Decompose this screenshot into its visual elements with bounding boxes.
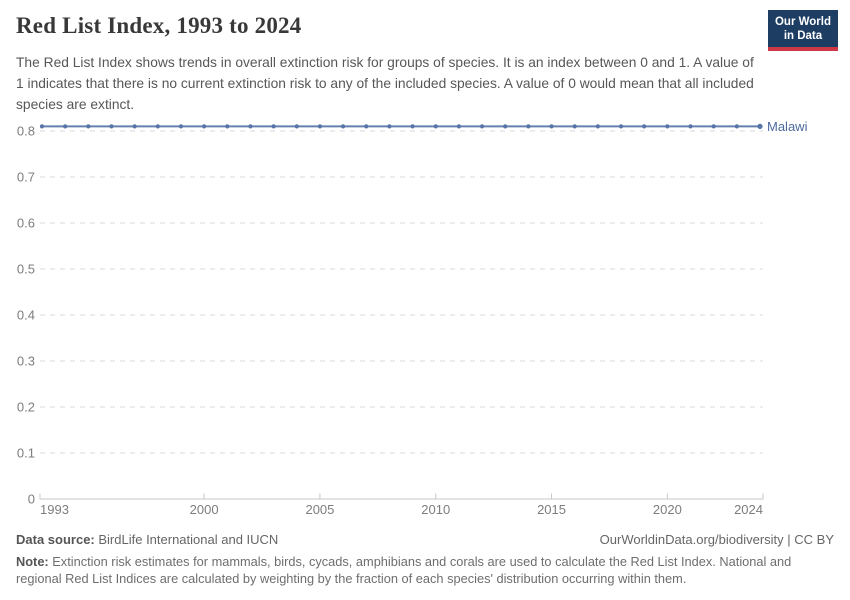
page-title: Red List Index, 1993 to 2024 <box>16 13 302 38</box>
svg-text:2015: 2015 <box>537 502 566 517</box>
data-source-label: Data source: <box>16 532 95 547</box>
series-label-malawi[interactable]: Malawi <box>767 119 808 134</box>
svg-text:2005: 2005 <box>305 502 334 517</box>
data-source-value: BirdLife International and IUCN <box>98 532 279 547</box>
svg-text:0.1: 0.1 <box>17 446 35 461</box>
note-value: Extinction risk estimates for mammals, b… <box>16 554 792 586</box>
owid-logo: Our World in Data <box>767 10 838 51</box>
chart-footer: Data source: BirdLife International and … <box>16 532 834 547</box>
owid-logo-text: Our World in Data <box>774 16 831 42</box>
svg-text:0.3: 0.3 <box>17 354 35 369</box>
svg-text:0.4: 0.4 <box>17 308 35 323</box>
svg-text:1993: 1993 <box>40 502 69 517</box>
chart-note: Note: Extinction risk estimates for mamm… <box>16 553 828 587</box>
svg-text:0.7: 0.7 <box>17 170 35 185</box>
svg-text:2000: 2000 <box>190 502 219 517</box>
owid-license-link[interactable]: OurWorldinData.org/biodiversity | CC BY <box>599 532 834 547</box>
svg-text:2024: 2024 <box>734 502 763 517</box>
svg-text:0.8: 0.8 <box>17 124 35 139</box>
note-label: Note: <box>16 554 49 569</box>
svg-text:2010: 2010 <box>421 502 450 517</box>
svg-text:0.6: 0.6 <box>17 216 35 231</box>
svg-text:0: 0 <box>28 492 35 507</box>
svg-text:2020: 2020 <box>653 502 682 517</box>
chart-subtitle: The Red List Index shows trends in overa… <box>16 55 754 112</box>
svg-text:0.5: 0.5 <box>17 262 35 277</box>
data-source: Data source: BirdLife International and … <box>16 532 278 547</box>
svg-text:0.2: 0.2 <box>17 400 35 415</box>
